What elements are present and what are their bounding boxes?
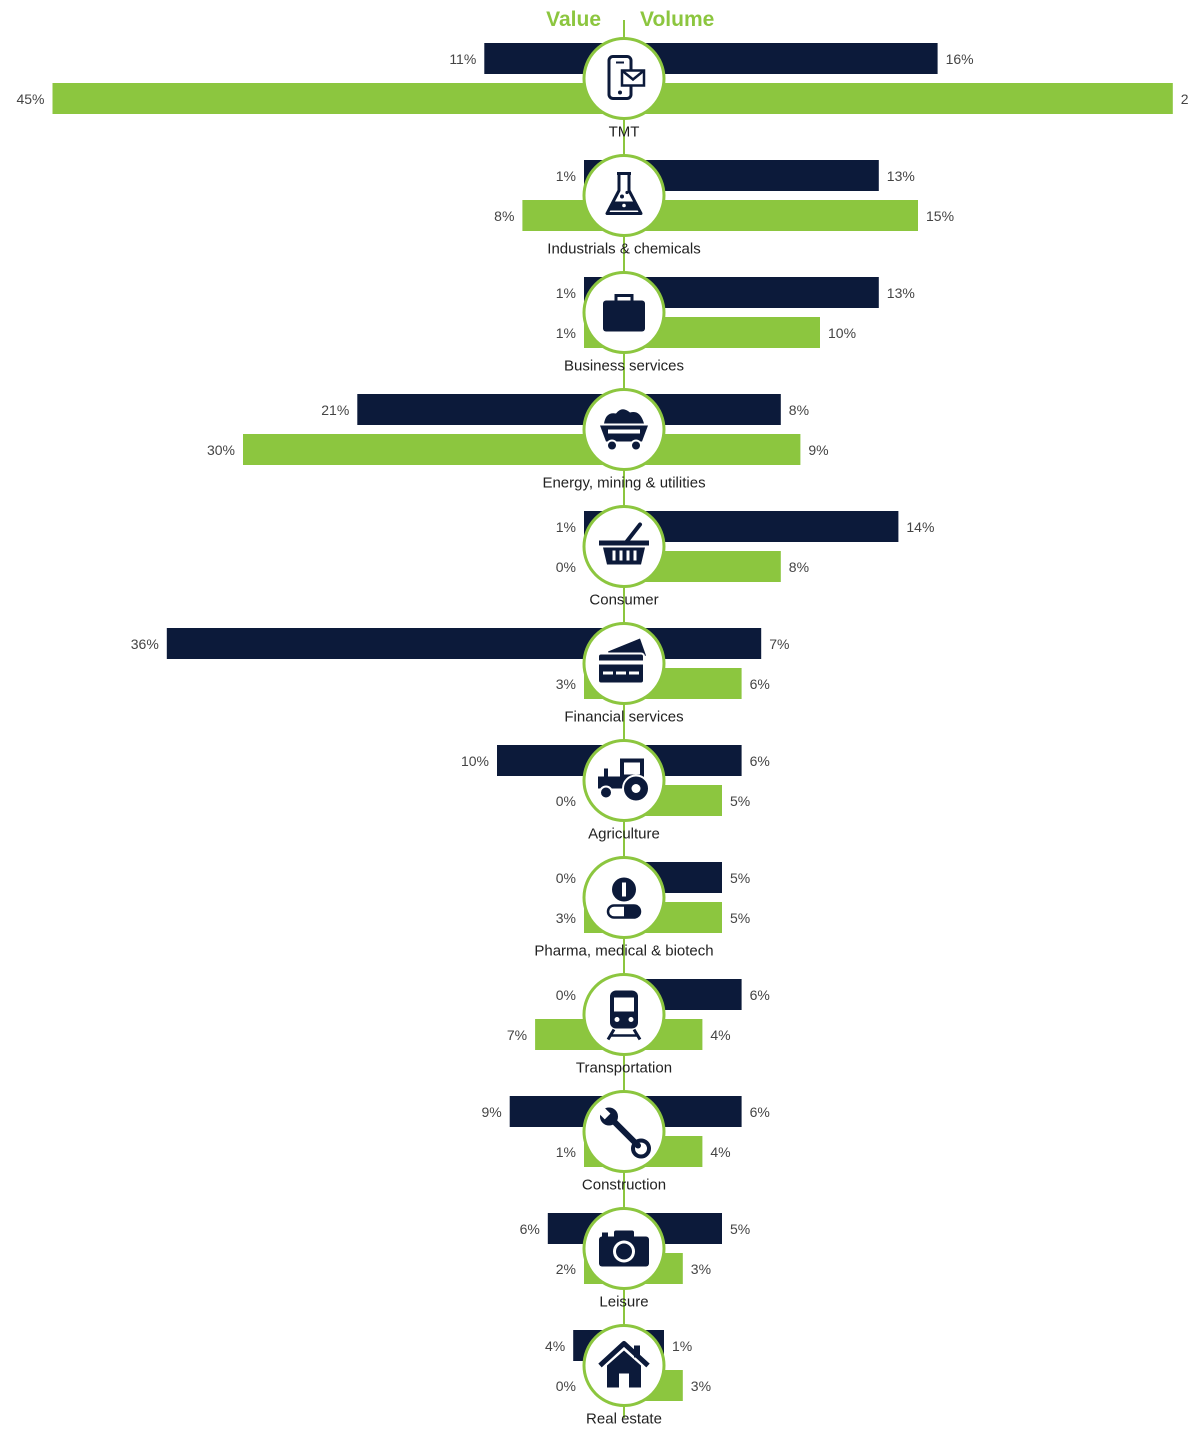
value-label-green: 45% <box>16 91 44 107</box>
category-row: 9% 1% 6% 4% Construction <box>481 1090 770 1194</box>
category-label: Transportation <box>576 1060 672 1077</box>
value-label-dark: 4% <box>545 1338 565 1354</box>
value-label-dark: 36% <box>131 636 159 652</box>
value-label-dark: 0% <box>556 987 576 1003</box>
category-row: 0% 7% 6% 4% Transportation <box>507 973 770 1077</box>
volume-label-dark: 6% <box>750 1104 770 1120</box>
value-label-green: 0% <box>556 793 576 809</box>
smartphone-mail-icon <box>607 55 646 100</box>
tractor-icon <box>598 758 650 803</box>
volume-label-green: 4% <box>710 1027 730 1043</box>
volume-label-green: 3% <box>691 1261 711 1277</box>
value-label-dark: 10% <box>461 753 489 769</box>
value-label-dark: 1% <box>556 168 576 184</box>
value-label-dark: 1% <box>556 519 576 535</box>
category-label: TMT <box>609 124 640 141</box>
house-icon <box>598 1341 650 1388</box>
volume-bar-dark <box>624 43 938 74</box>
volume-label-dark: 1% <box>672 1338 692 1354</box>
category-label: Real estate <box>586 1411 662 1428</box>
value-label-green: 1% <box>556 325 576 341</box>
value-bar-dark <box>166 628 625 659</box>
credit-card-icon <box>597 638 646 685</box>
category-row: 36% 3% 7% 6% Financial services <box>131 622 789 726</box>
volume-label-green: 5% <box>730 793 750 809</box>
category-row: 10% 0% 6% 5% Agriculture <box>461 739 770 843</box>
volume-label-green: 15% <box>926 208 954 224</box>
value-label-dark: 0% <box>556 870 576 886</box>
value-label-dark: 9% <box>481 1104 501 1120</box>
volume-label-dark: 5% <box>730 870 750 886</box>
volume-label-dark: 7% <box>769 636 789 652</box>
volume-label-green: 9% <box>808 442 828 458</box>
category-row: 1% 1% 13% 10% Business services <box>556 271 915 375</box>
category-label: Energy, mining & utilities <box>542 475 705 492</box>
volume-label-green: 10% <box>828 325 856 341</box>
volume-label-dark: 6% <box>750 753 770 769</box>
category-label: Leisure <box>599 1294 648 1311</box>
value-label-dark: 21% <box>321 402 349 418</box>
category-label: Business services <box>564 358 684 375</box>
category-row: 1% 0% 14% 8% Consumer <box>556 505 934 609</box>
volume-bar-dark <box>624 511 899 542</box>
category-label: Financial services <box>564 709 683 726</box>
category-label: Industrials & chemicals <box>547 241 700 258</box>
shopping-basket-icon <box>599 522 649 565</box>
volume-bar-green <box>624 83 1173 114</box>
category-label: Agriculture <box>588 826 660 843</box>
volume-label-dark: 16% <box>946 51 974 67</box>
value-header: Value <box>546 8 601 31</box>
value-label-green: 2% <box>556 1261 576 1277</box>
volume-bar-dark <box>624 277 879 308</box>
volume-label-green: 4% <box>710 1144 730 1160</box>
value-label-dark: 11% <box>449 51 476 67</box>
volume-bar-green <box>624 200 918 231</box>
volume-label-green: 6% <box>750 676 770 692</box>
value-label-green: 30% <box>207 442 235 458</box>
volume-header: Volume <box>640 8 714 31</box>
icon-circle <box>582 505 666 588</box>
train-icon <box>606 990 642 1041</box>
category-label: Construction <box>582 1177 666 1194</box>
value-label-dark: 6% <box>520 1221 540 1237</box>
volume-label-dark: 8% <box>789 402 809 418</box>
category-row: 0% 3% 5% 5% Pharma, medical & biotech <box>534 856 750 960</box>
category-label: Consumer <box>589 592 658 609</box>
flask-icon <box>605 172 643 215</box>
wrench-icon <box>595 1104 651 1159</box>
value-label-green: 8% <box>494 208 514 224</box>
pill-icon <box>606 877 642 919</box>
volume-label-dark: 5% <box>730 1221 750 1237</box>
volume-label-green: 28% <box>1181 91 1189 107</box>
volume-label-green: 5% <box>730 910 750 926</box>
volume-label-dark: 13% <box>887 285 915 301</box>
icon-circle <box>582 154 666 237</box>
value-bar-green <box>243 434 624 465</box>
value-label-green: 0% <box>556 559 576 575</box>
value-label-green: 7% <box>507 1027 527 1043</box>
volume-label-green: 3% <box>691 1378 711 1394</box>
category-row: 21% 30% 8% 9% Energy, mining & utilities <box>207 388 829 492</box>
value-label-green: 0% <box>556 1378 576 1394</box>
category-row: 4% 0% 1% 3% Real estate <box>545 1324 711 1428</box>
value-label-green: 1% <box>556 1144 576 1160</box>
value-bar-dark <box>357 394 624 425</box>
volume-label-dark: 14% <box>906 519 934 535</box>
mine-cart-icon <box>600 409 648 452</box>
value-label-dark: 1% <box>556 285 576 301</box>
briefcase-icon <box>603 294 645 332</box>
camera-icon <box>599 1230 649 1267</box>
category-row: 11% 45% 16% 28% TMT <box>16 37 1189 141</box>
volume-label-green: 8% <box>789 559 809 575</box>
value-bar-green <box>52 83 624 114</box>
value-label-green: 3% <box>556 910 576 926</box>
volume-label-dark: 6% <box>750 987 770 1003</box>
volume-bar-dark <box>624 160 879 191</box>
volume-label-dark: 13% <box>887 168 915 184</box>
category-row: 1% 8% 13% 15% Industrials & chemicals <box>494 154 954 258</box>
category-row: 6% 2% 5% 3% Leisure <box>520 1207 750 1311</box>
category-label: Pharma, medical & biotech <box>534 943 713 960</box>
value-label-green: 3% <box>556 676 576 692</box>
